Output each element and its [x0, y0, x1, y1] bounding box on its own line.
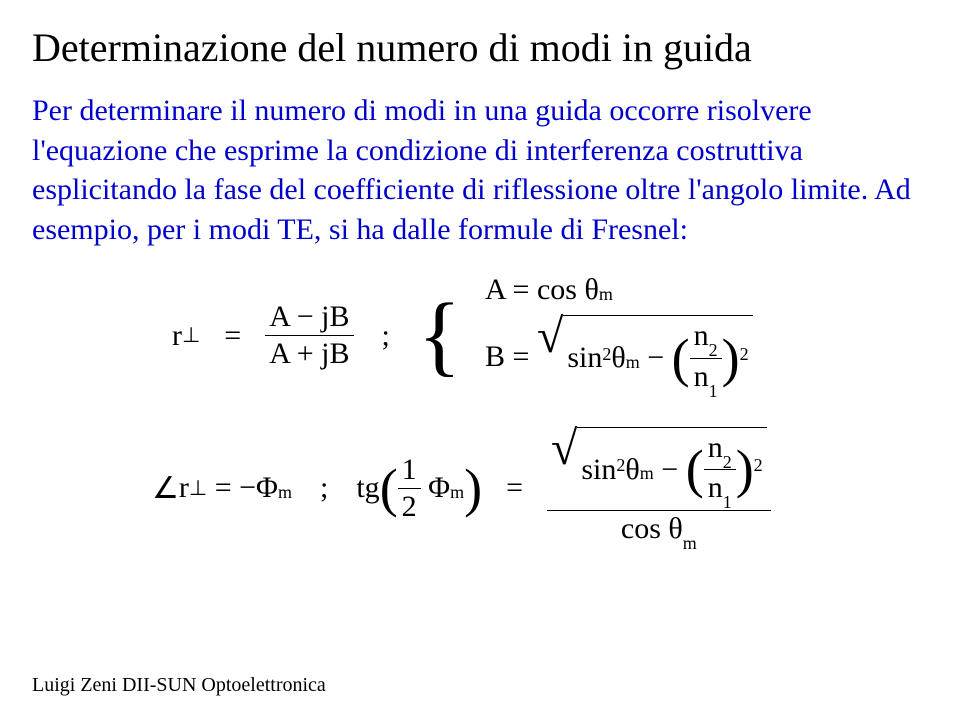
rparen2-icon: ) [464, 467, 482, 510]
angle-icon: ∠ [152, 471, 179, 506]
outer-sq-b: 2 [754, 455, 763, 477]
A-sub: m [599, 284, 613, 305]
semicolon-1: ; [382, 319, 390, 353]
r2: r [179, 471, 189, 505]
n2b-n: n [708, 431, 723, 464]
Phi2-m: m [450, 482, 464, 503]
brace-line-A: A = cos θm [485, 273, 753, 307]
A-eq: A = cos θ [485, 273, 599, 307]
eq-neg-phi: = −Φ [215, 471, 278, 505]
paren-n2n1: ( n2 n1 ) [672, 318, 740, 398]
radicand-rhs: sin2θm − ( n2 n1 ) 2 [577, 427, 766, 510]
brace-line-B: B = √ sin2θm − ( n2 n1 [485, 315, 753, 398]
B-eq: B = [485, 340, 529, 374]
lparen-icon: ( [672, 337, 690, 380]
brace-content: A = cos θm B = √ sin2θm − ( n2 [485, 273, 753, 398]
frac-n2n1: n2 n1 [690, 318, 722, 398]
equation-row-1: r⊥ = A − jB A + jB ; { A = cos θm B = √ … [172, 273, 928, 398]
minus: − [647, 340, 664, 376]
cos-m: m [683, 533, 697, 553]
footer-credit: Luigi Zeni DII-SUN Optoelettronica [32, 674, 326, 697]
rhs-den: cos θm [617, 511, 701, 551]
theta: θ [611, 340, 625, 376]
n2-sub: 2 [709, 340, 718, 360]
n1-n: n [694, 360, 709, 393]
theta2-m: m [640, 463, 654, 485]
rparen3-icon: ) [736, 448, 754, 491]
sin-sq: 2 [602, 344, 611, 366]
equals-2: = [506, 471, 523, 505]
frac-AjB: A − jB A + jB [265, 299, 353, 372]
lparen3-icon: ( [686, 448, 704, 491]
n2: n2 [690, 318, 722, 358]
semicolon-2: ; [320, 471, 328, 505]
sqrt-B: √ sin2θm − ( n2 n1 ) 2 [537, 315, 753, 398]
perp-icon-2: ⊥ [189, 476, 207, 501]
perp-icon: ⊥ [182, 323, 200, 348]
frac-half: 1 2 [398, 452, 421, 525]
n1b-n: n [708, 471, 723, 504]
n2b-sub: 2 [723, 452, 732, 472]
frac-num: A − jB [265, 299, 353, 335]
Phi2: Φ [428, 471, 450, 505]
sin2: sin [581, 452, 616, 488]
n1-sub: 1 [709, 381, 718, 401]
tg-term: tg ( 1 2 Φm ) [356, 452, 482, 525]
tg: tg [356, 471, 379, 505]
theta-m: m [626, 352, 640, 374]
angle-r: ∠r⊥ = −Φm [152, 471, 292, 506]
outer-sq: 2 [740, 344, 749, 366]
tg-paren: ( 1 2 Φm ) [380, 452, 482, 525]
n2-n: n [694, 319, 709, 352]
equations-block: r⊥ = A − jB A + jB ; { A = cos θm B = √ … [32, 273, 928, 550]
page-title: Determinazione del numero di modi in gui… [32, 24, 928, 71]
n1b-sub: 1 [723, 492, 732, 512]
minus2: − [661, 452, 678, 488]
n1b: n1 [704, 470, 736, 510]
cos-theta: cos θ [621, 512, 683, 545]
rhs-num: √ sin2θm − ( n2 n1 ) 2 [547, 427, 771, 510]
n1: n1 [690, 359, 722, 399]
phi-m: m [278, 482, 292, 503]
radical2-icon: √ [551, 427, 577, 470]
half-den: 2 [398, 489, 421, 525]
r-sym: r [172, 319, 182, 353]
equation-row-2: ∠r⊥ = −Φm ; tg ( 1 2 Φm ) = √ [152, 427, 928, 551]
frac-n2n1-b: n2 n1 [704, 430, 736, 510]
sin-txt: sin [567, 340, 602, 376]
rhs-frac: √ sin2θm − ( n2 n1 ) 2 [547, 427, 771, 551]
lparen2-icon: ( [380, 467, 398, 510]
equals-1: = [224, 319, 241, 353]
rparen-icon: ) [722, 337, 740, 380]
sin2-sq: 2 [616, 455, 625, 477]
intro-paragraph: Per determinare il numero di modi in una… [32, 91, 928, 249]
radical-icon: √ [537, 315, 563, 358]
paren-n2n1-b: ( n2 n1 ) [686, 430, 754, 510]
radicand-B: sin2θm − ( n2 n1 ) 2 [563, 315, 752, 398]
half-num: 1 [398, 452, 421, 488]
sqrt-rhs: √ sin2θm − ( n2 n1 ) 2 [551, 427, 767, 510]
n2b: n2 [704, 430, 736, 470]
brace-icon: { [418, 291, 461, 381]
frac-den: A + jB [265, 336, 353, 372]
theta2: θ [625, 452, 639, 488]
r-perp: r⊥ [172, 319, 200, 353]
